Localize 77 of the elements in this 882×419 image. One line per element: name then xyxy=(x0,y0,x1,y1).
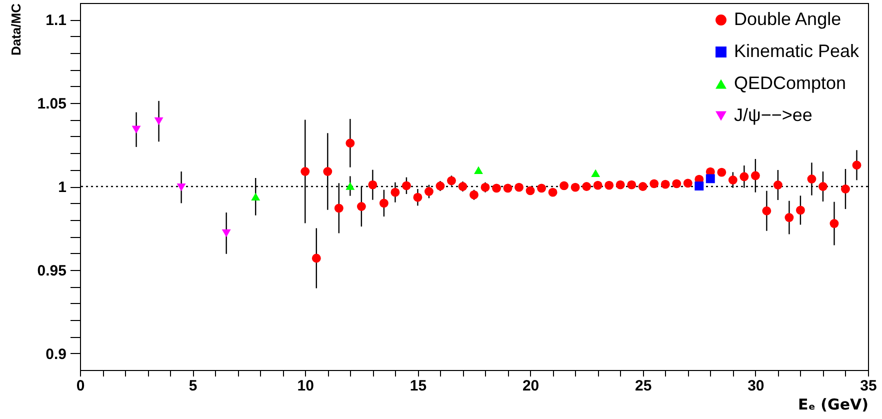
point xyxy=(447,176,456,186)
point xyxy=(346,182,355,190)
point xyxy=(323,167,332,176)
legend-label: Double Angle xyxy=(734,9,842,29)
point xyxy=(503,184,512,193)
point xyxy=(830,219,839,228)
point xyxy=(796,206,805,215)
point xyxy=(593,180,602,190)
point xyxy=(852,160,862,170)
point xyxy=(841,184,850,194)
point xyxy=(627,180,636,190)
point xyxy=(424,187,434,196)
point xyxy=(638,182,648,191)
point xyxy=(334,204,344,213)
point xyxy=(818,182,828,191)
point xyxy=(762,206,772,216)
point xyxy=(616,180,625,190)
point xyxy=(672,179,682,188)
point xyxy=(176,183,186,192)
point xyxy=(740,172,749,182)
point xyxy=(132,126,141,134)
point xyxy=(660,180,670,189)
x-tick-label: 15 xyxy=(410,378,427,394)
point xyxy=(492,184,501,193)
point xyxy=(346,138,355,148)
point xyxy=(222,229,231,238)
y-tick-label: 1 xyxy=(58,179,66,196)
legend-label: QEDCompton xyxy=(734,73,846,93)
point xyxy=(390,188,400,197)
x-tick-label: 10 xyxy=(297,378,314,394)
point xyxy=(413,192,422,202)
point xyxy=(728,176,738,184)
x-tick-label: 0 xyxy=(76,378,85,394)
point xyxy=(379,198,388,208)
legend-label: Kinematic Peak xyxy=(734,41,860,61)
point xyxy=(784,213,794,222)
x-tick-label: 5 xyxy=(188,378,198,394)
point xyxy=(480,182,490,192)
point xyxy=(474,166,483,174)
point xyxy=(514,182,524,192)
point xyxy=(312,254,321,263)
y-tick-label: 1.1 xyxy=(46,12,66,30)
point xyxy=(458,182,468,191)
point xyxy=(582,182,592,191)
point xyxy=(694,182,704,190)
x-tick-label: 35 xyxy=(860,378,877,394)
point xyxy=(591,169,600,178)
point xyxy=(548,188,558,197)
point xyxy=(526,186,535,196)
x-tick-label: 20 xyxy=(522,378,540,394)
y-tick-label: 0.9 xyxy=(46,346,66,363)
point xyxy=(706,174,715,184)
point xyxy=(717,168,726,177)
point xyxy=(570,182,580,192)
point xyxy=(402,181,411,190)
point xyxy=(436,182,445,190)
point xyxy=(683,178,692,188)
point xyxy=(368,180,378,190)
y-tick-label: 0.95 xyxy=(37,262,66,280)
point xyxy=(650,179,659,188)
y-tick-label: 1.05 xyxy=(37,96,66,113)
point xyxy=(807,174,816,184)
x-tick-label: 25 xyxy=(635,378,652,394)
point xyxy=(537,184,546,193)
x-axis-title: Eₑ (GeV) xyxy=(798,396,868,414)
point xyxy=(560,181,569,190)
point xyxy=(773,180,782,190)
legend-label: J/ψ−−>ee xyxy=(734,105,812,125)
point xyxy=(604,180,614,190)
point xyxy=(356,202,366,211)
x-tick-label: 30 xyxy=(748,378,764,394)
point xyxy=(750,171,760,180)
point xyxy=(470,190,478,200)
y-axis-title: Data/MC xyxy=(8,2,24,56)
point xyxy=(300,167,310,176)
point xyxy=(251,192,260,201)
point xyxy=(154,117,164,126)
